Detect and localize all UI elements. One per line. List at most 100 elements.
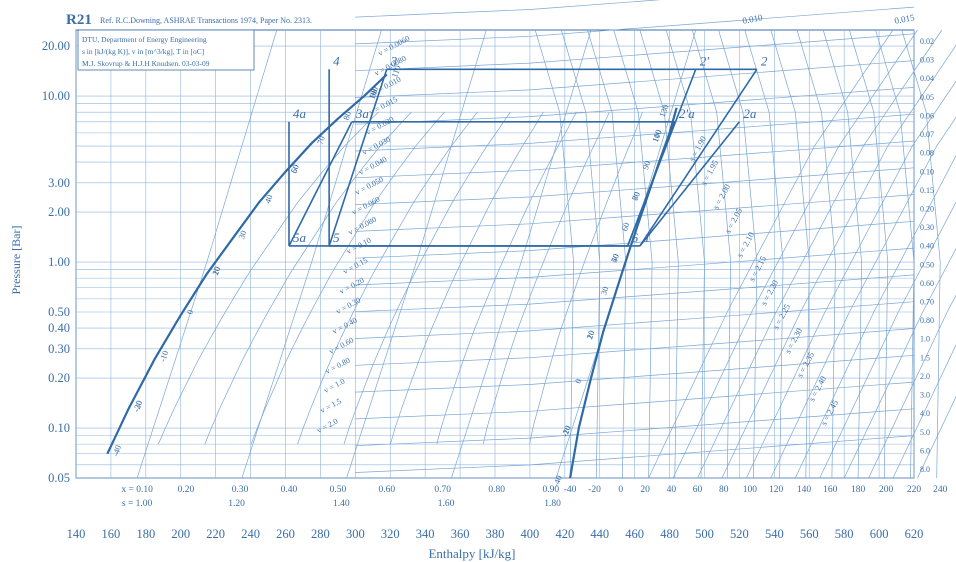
liquid-temp-label: 10 [210, 265, 222, 276]
cycle-point-label: 2a [743, 106, 757, 121]
cycle-point-label: 4 [333, 53, 340, 68]
liquid-temp-label: 110 [389, 64, 403, 79]
x-tick-label: 320 [381, 527, 400, 541]
vapor-temp-label: 80 [630, 190, 642, 201]
info-box: DTU, Department of Energy Engineering s … [77, 29, 255, 71]
liquid-temp-label: 0 [185, 308, 196, 315]
specific-volume-label: v = 0.80 [324, 356, 352, 376]
specific-volume-right-label: 0.60 [920, 279, 934, 288]
specific-volume-label: v = 0.40 [331, 316, 359, 336]
liquid-temp-label: 80 [341, 110, 353, 121]
chart-subtitle: Ref. R.C.Downing, ASHRAE Transactions 19… [100, 16, 312, 25]
cycle-point-label: 5 [333, 230, 340, 245]
top-volume-label: 0.010 [742, 12, 764, 25]
x-tick-label: 400 [521, 527, 540, 541]
specific-volume-right-label: 0.03 [920, 56, 934, 65]
cycle-point-label: 2' [700, 53, 710, 68]
vapor-temp-label: 110 [650, 128, 664, 143]
quality-label: 0.70 [434, 485, 451, 495]
specific-volume-right-label: 6.0 [920, 446, 930, 455]
x-tick-label: 500 [695, 527, 714, 541]
entropy-bottom-label: 1.60 [438, 499, 455, 509]
specific-volume-label: v = 0.040 [357, 155, 388, 177]
quality-label: 0.50 [330, 485, 347, 495]
specific-volume-right-label: 3.0 [920, 391, 930, 400]
entropy-vapor-label: s = 2.00 [711, 182, 733, 211]
cycle-point-label: 6 [632, 230, 639, 245]
liquid-temp-label: 90 [367, 87, 379, 98]
entropy-bottom-label: 1.20 [228, 499, 245, 509]
x-tick-label: 360 [451, 527, 470, 541]
specific-volume-line [355, 247, 915, 286]
specific-volume-right-label: 2.0 [920, 372, 930, 381]
specific-volume-right-label: 0.08 [920, 149, 934, 158]
isotherm-line [718, 29, 758, 479]
quality-label: 0.60 [378, 485, 395, 495]
quality-label: 0.40 [281, 485, 298, 495]
entropy-line [794, 154, 956, 479]
y-tick-label: 1.00 [48, 255, 70, 269]
specific-volume-right-label: 0.02 [920, 37, 934, 46]
specific-volume-line [355, 6, 915, 45]
y-tick-label: 0.30 [48, 342, 70, 356]
cycle-segment [288, 121, 353, 247]
entropy-line [868, 294, 956, 479]
specific-volume-line [355, 408, 915, 447]
quality-line [250, 111, 445, 445]
vapor-temp-bottom-label: 200 [879, 485, 894, 495]
cycle-segment [639, 121, 741, 247]
specific-volume-label: v = 0.010 [371, 75, 402, 97]
quality-line [157, 111, 379, 445]
entropy-line [451, 29, 592, 479]
vapor-temp-bottom-label: 140 [797, 485, 812, 495]
vapor-temp-bottom-label: 60 [693, 485, 703, 495]
vapor-temp-bottom-label: 180 [851, 485, 866, 495]
specific-volume-label: v = 1.5 [319, 397, 343, 416]
cycle-point-label: 4a [293, 106, 307, 121]
isotherm-line [744, 29, 784, 479]
x-tick-label: 220 [206, 527, 225, 541]
cycle-point-label: 3 [390, 53, 398, 68]
vapor-temp-label: 100 [650, 128, 664, 143]
liquid-temp-label: 20 [210, 265, 222, 276]
y-tick-label: 0.40 [48, 321, 70, 335]
y-axis-label: Pressure [Bar] [9, 226, 23, 295]
vapor-temp-label: 40 [609, 252, 621, 263]
specific-volume-right-label: 0.40 [920, 242, 934, 251]
vapor-temp-bottom-label: 20 [640, 485, 650, 495]
entropy-bottom-label: 1.80 [544, 499, 561, 509]
specific-volume-line [355, 381, 915, 420]
isotherm-line [534, 29, 574, 479]
isotherm-line [796, 29, 836, 479]
liquid-temp-label: 70 [315, 134, 327, 145]
liquid-temp-label: -40 [110, 444, 123, 458]
isotherm-line [587, 29, 627, 479]
liquid-temp-label: 60 [289, 163, 301, 174]
specific-volume-label: v = 0.20 [338, 276, 366, 296]
vapor-temp-label: 10 [584, 329, 596, 340]
isotherm-line [901, 29, 941, 479]
isotherm-line [822, 29, 862, 479]
specific-volume-right-label: 4.0 [920, 409, 930, 418]
entropy-line [892, 344, 956, 479]
specific-volume-right-label: 0.80 [920, 316, 934, 325]
vapor-temp-label: 0 [573, 377, 584, 384]
x-tick-label: 560 [800, 527, 819, 541]
specific-volume-line [355, 167, 915, 205]
y-tick-label: 20.00 [42, 39, 70, 53]
specific-volume-line [355, 220, 915, 259]
specific-volume-right-label: 8.0 [920, 465, 930, 474]
specific-volume-right-label: 0.07 [920, 130, 934, 139]
specific-volume-right-label: 0.70 [920, 298, 934, 307]
x-tick-label: 580 [835, 527, 854, 541]
isolines-layer [136, 0, 956, 479]
x-tick-label: 340 [416, 527, 435, 541]
entropy-line [770, 116, 956, 479]
x-tick-label: 600 [870, 527, 889, 541]
isotherm-line [665, 29, 705, 479]
vapor-temp-label: -40 [551, 474, 564, 488]
cycle-point-label: 3a [355, 106, 370, 121]
x-tick-label: 240 [241, 527, 260, 541]
x-tick-label: 460 [625, 527, 644, 541]
